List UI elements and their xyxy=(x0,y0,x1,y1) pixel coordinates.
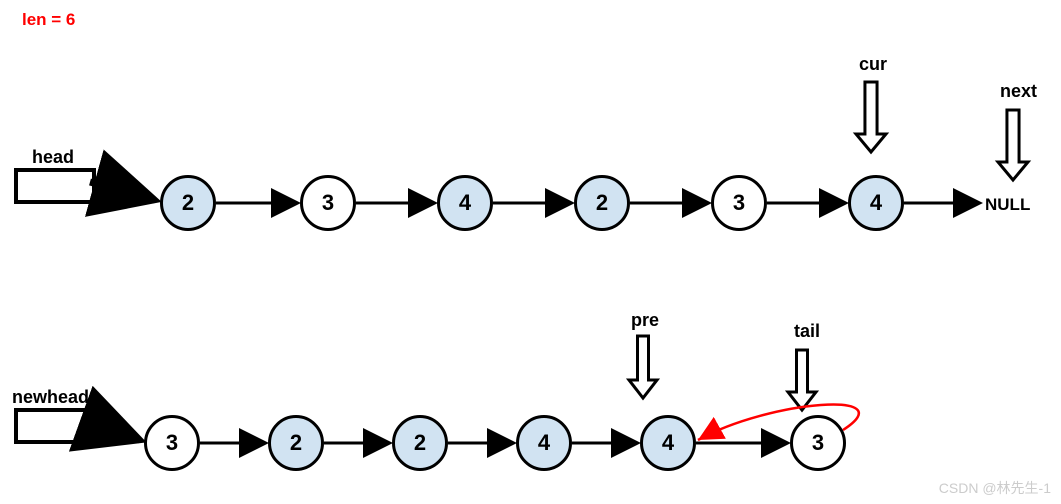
node: 2 xyxy=(268,415,324,471)
node: 4 xyxy=(848,175,904,231)
head-box-bottom xyxy=(14,408,96,444)
node-value: 3 xyxy=(166,430,178,456)
label-head: head xyxy=(32,147,74,168)
watermark: CSDN @林先生-1 xyxy=(939,478,1051,498)
label-newhead: newhead xyxy=(12,387,89,408)
node-value: 3 xyxy=(322,190,334,216)
node-value: 4 xyxy=(459,190,471,216)
null-label: NULL xyxy=(985,195,1030,215)
node-value: 3 xyxy=(812,430,824,456)
node-value: 4 xyxy=(870,190,882,216)
node-value: 4 xyxy=(662,430,674,456)
label-next: next xyxy=(1000,81,1037,102)
node: 4 xyxy=(437,175,493,231)
label-tail: tail xyxy=(794,321,820,342)
len-label: len = 6 xyxy=(22,10,75,30)
node-value: 2 xyxy=(414,430,426,456)
label-pre: pre xyxy=(631,310,659,331)
node-value: 2 xyxy=(596,190,608,216)
len-text: len = 6 xyxy=(22,10,75,29)
node-value: 4 xyxy=(538,430,550,456)
node: 2 xyxy=(392,415,448,471)
node: 3 xyxy=(711,175,767,231)
node: 4 xyxy=(640,415,696,471)
node-value: 3 xyxy=(733,190,745,216)
node: 2 xyxy=(160,175,216,231)
label-cur: cur xyxy=(859,54,887,75)
node: 3 xyxy=(144,415,200,471)
node: 2 xyxy=(574,175,630,231)
node: 4 xyxy=(516,415,572,471)
head-box-top xyxy=(14,168,96,204)
node-value: 2 xyxy=(290,430,302,456)
node-value: 2 xyxy=(182,190,194,216)
node: 3 xyxy=(790,415,846,471)
node: 3 xyxy=(300,175,356,231)
